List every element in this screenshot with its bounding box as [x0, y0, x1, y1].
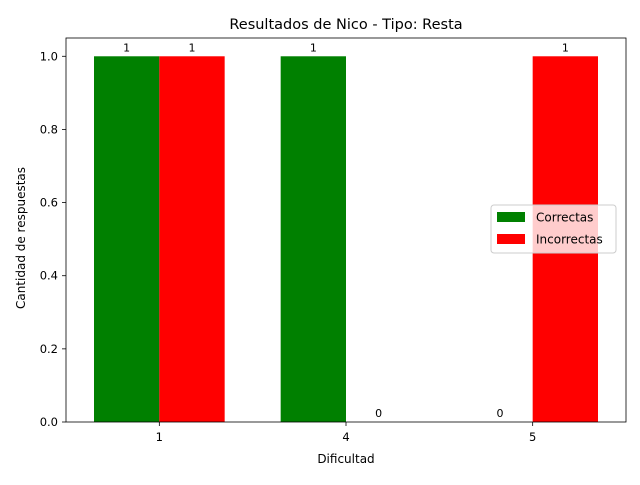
legend-label-correctas: Correctas: [536, 211, 593, 225]
y-tick-label-1.0: 1.0: [40, 49, 58, 63]
y-tick-label-0.6: 0.6: [40, 196, 58, 210]
x-tick-label-1: 1: [156, 430, 163, 444]
x-tick-label-5: 5: [529, 430, 536, 444]
plot-area: 1 1 0 1 0 1 1 4 5 0.0 0.2 0.4 0.6 0.8 1.0: [40, 37, 627, 444]
bar-incorrectas-1: [159, 56, 225, 423]
bar-correctas-1: [94, 56, 160, 423]
y-tick-label-0.8: 0.8: [40, 122, 58, 136]
x-axis-label: Dificultad: [317, 452, 374, 466]
y-tick-label-0.4: 0.4: [40, 269, 58, 283]
legend-label-incorrectas: Incorrectas: [536, 233, 603, 247]
legend-swatch-incorrectas: [497, 234, 525, 244]
data-label-incorrectas-1: 1: [189, 41, 196, 54]
y-tick-label-0.0: 0.0: [40, 415, 58, 429]
data-label-incorrectas-4: 0: [375, 407, 382, 420]
x-tick-label-4: 4: [342, 430, 349, 444]
legend-swatch-correctas: [497, 212, 525, 222]
data-label-correctas-5: 0: [497, 407, 504, 420]
data-label-correctas-4: 1: [310, 41, 317, 54]
bar-correctas-4: [280, 56, 346, 423]
data-label-incorrectas-5: 1: [562, 41, 569, 54]
data-label-correctas-1: 1: [123, 41, 130, 54]
y-axis-label: Cantidad de respuestas: [14, 167, 28, 309]
chart-title: Resultados de Nico - Tipo: Resta: [229, 17, 462, 33]
axes-frame: [65, 37, 627, 423]
legend: Correctas Incorrectas: [490, 204, 617, 254]
y-tick-label-0.2: 0.2: [40, 342, 58, 356]
